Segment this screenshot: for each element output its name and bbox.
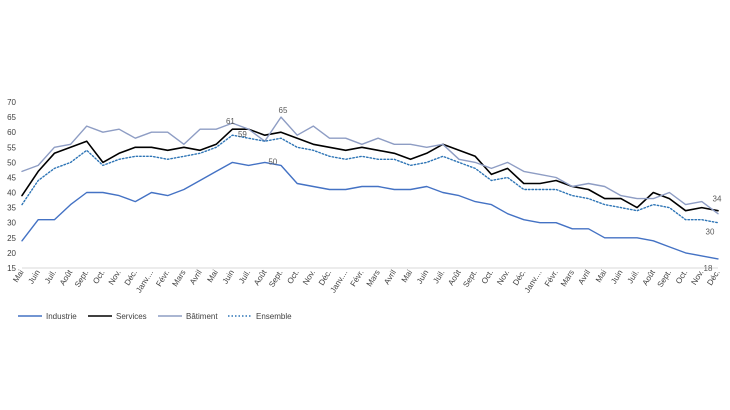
x-tick-label: Oct. <box>91 268 106 285</box>
legend: Industrie Services Bâtiment Ensemble <box>18 312 292 321</box>
x-tick-label: Mars <box>365 268 382 288</box>
x-tick-label: Sept. <box>267 268 285 289</box>
data-label: 34 <box>713 195 722 204</box>
data-label: 59 <box>238 130 247 139</box>
legend-label: Bâtiment <box>186 312 218 321</box>
x-tick-label: Juil. <box>237 268 252 285</box>
x-tick-label: Juil. <box>431 268 446 285</box>
x-tick-label: Mars <box>559 268 576 288</box>
x-tick-label: Juin <box>26 268 41 285</box>
x-tick-label: Avril <box>382 268 398 286</box>
x-tick-label: Nov. <box>301 268 317 286</box>
y-axis: 15 20 25 30 35 40 45 50 55 60 65 70 <box>7 98 16 273</box>
x-tick-label: Oct. <box>480 268 495 285</box>
series-line-1 <box>21 128 719 212</box>
y-tick-label: 35 <box>7 204 16 213</box>
y-tick-label: 60 <box>7 128 16 137</box>
series-line-2 <box>21 116 719 215</box>
y-tick-label: 65 <box>7 113 16 122</box>
series-layer <box>21 116 719 260</box>
x-tick-label: Oct. <box>285 268 300 285</box>
x-tick-label: Févr. <box>154 268 171 288</box>
y-tick-label: 40 <box>7 189 16 198</box>
x-tick-label: Sept. <box>73 268 91 289</box>
y-tick-label: 50 <box>7 158 16 167</box>
x-tick-label: Avril <box>576 268 592 286</box>
x-tick-label: Nov. <box>495 268 511 286</box>
x-tick-label: Juil. <box>626 268 641 285</box>
x-tick-label: Mars <box>171 268 188 288</box>
x-tick-label: Avril <box>188 268 204 286</box>
y-tick-label: 25 <box>7 234 16 243</box>
x-tick-label: Juil. <box>43 268 58 285</box>
x-tick-label: Mai <box>205 268 220 284</box>
x-tick-label: Févr. <box>349 268 366 288</box>
y-tick-label: 55 <box>7 143 16 152</box>
legend-label: Services <box>116 312 147 321</box>
x-tick-label: Sept. <box>656 268 674 289</box>
series-line-3 <box>21 134 719 224</box>
legend-label: Ensemble <box>256 312 292 321</box>
y-tick-label: 30 <box>7 219 16 228</box>
data-label: 30 <box>706 228 715 237</box>
data-label: 18 <box>704 264 713 273</box>
x-tick-label: Févr. <box>543 268 560 288</box>
series-line-0 <box>21 161 719 260</box>
x-tick-label: Juin <box>609 268 624 285</box>
x-tick-label: Mai <box>594 268 609 284</box>
y-tick-label: 45 <box>7 173 16 182</box>
data-label: 61 <box>226 117 235 126</box>
x-tick-label: Oct. <box>674 268 689 285</box>
y-tick-label: 20 <box>7 249 16 258</box>
data-label: 65 <box>279 106 288 115</box>
y-tick-label: 70 <box>7 98 16 107</box>
x-tick-label: Nov. <box>107 268 123 286</box>
x-tick-label: Juin <box>415 268 430 285</box>
x-tick-label: Juin <box>221 268 236 285</box>
y-tick-label: 15 <box>7 264 16 273</box>
x-tick-label: Sept. <box>461 268 479 289</box>
legend-label: Industrie <box>46 312 77 321</box>
x-tick-label: Mai <box>400 268 415 284</box>
data-label: 50 <box>268 157 277 166</box>
